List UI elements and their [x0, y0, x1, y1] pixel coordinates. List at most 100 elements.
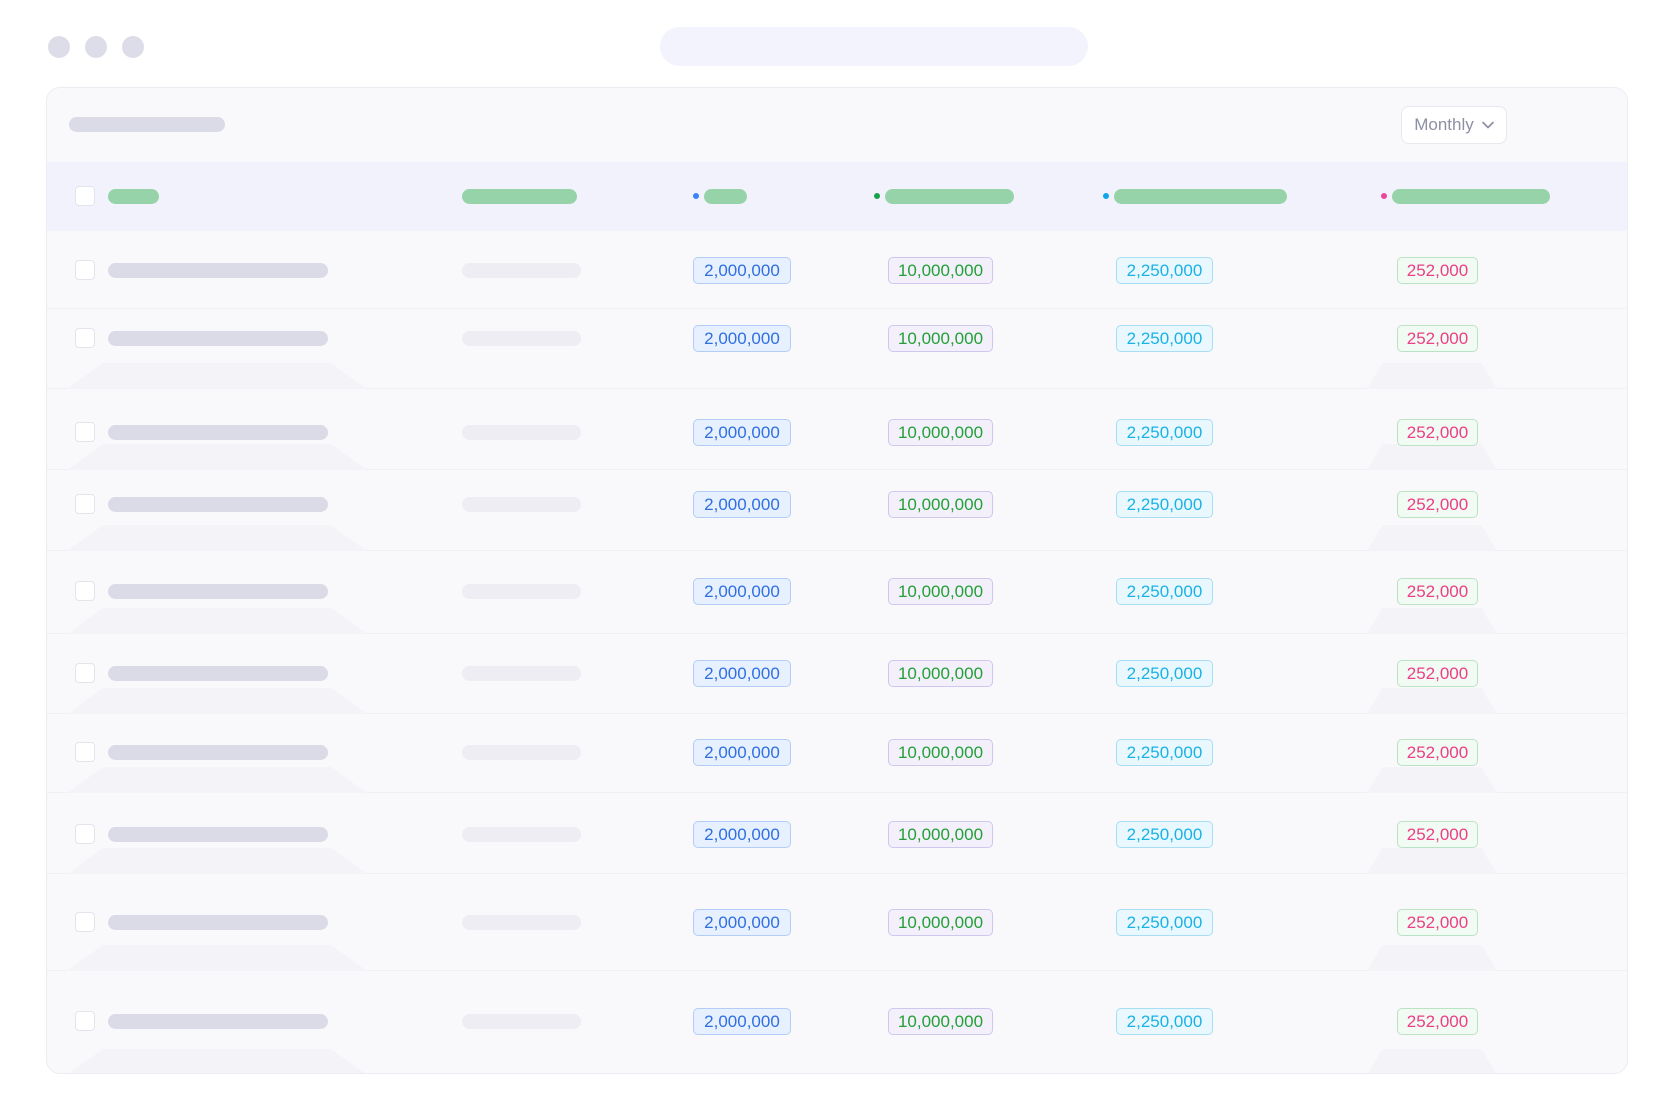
row-name-placeholder — [108, 497, 328, 512]
table-header — [47, 162, 1627, 231]
row-subtitle-placeholder — [462, 745, 581, 760]
row-shadow-decoration — [1367, 525, 1497, 551]
row-name-placeholder — [108, 331, 328, 346]
value-badge-2: 10,000,000 — [888, 821, 993, 848]
window-dot-minimize[interactable] — [85, 36, 107, 58]
value-badge-1: 2,000,000 — [693, 821, 791, 848]
value-badge-3: 2,250,000 — [1116, 909, 1213, 936]
value-badge-1: 2,000,000 — [693, 1008, 791, 1035]
table-row[interactable]: 2,000,000 10,000,000 2,250,000 252,000 — [47, 793, 1627, 874]
value-badge-3: 2,250,000 — [1116, 1008, 1213, 1035]
column-header-3[interactable] — [1114, 189, 1287, 204]
row-shadow-decoration — [67, 1049, 367, 1073]
value-badge-3: 2,250,000 — [1116, 660, 1213, 687]
column-header-4[interactable] — [1392, 189, 1550, 204]
chevron-down-icon — [1481, 121, 1494, 129]
row-checkbox[interactable] — [75, 260, 95, 280]
row-checkbox[interactable] — [75, 824, 95, 844]
value-badge-4: 252,000 — [1397, 821, 1478, 848]
select-all-checkbox[interactable] — [75, 186, 95, 206]
row-shadow-decoration — [1367, 1049, 1497, 1073]
value-badge-4: 252,000 — [1397, 739, 1478, 766]
value-badge-4: 252,000 — [1397, 578, 1478, 605]
value-badge-1: 2,000,000 — [693, 739, 791, 766]
row-shadow-decoration — [1367, 688, 1497, 714]
row-checkbox[interactable] — [75, 422, 95, 442]
table-row[interactable]: 2,000,000 10,000,000 2,250,000 252,000 — [47, 714, 1627, 793]
table-title-placeholder — [69, 117, 225, 132]
row-shadow-decoration — [67, 945, 367, 971]
column-header-2[interactable] — [885, 189, 1014, 204]
row-shadow-decoration — [1367, 444, 1497, 470]
value-badge-3: 2,250,000 — [1116, 419, 1213, 446]
table-row[interactable]: 2,000,000 10,000,000 2,250,000 252,000 — [47, 231, 1627, 309]
row-shadow-decoration — [1367, 767, 1497, 793]
table-row[interactable]: 2,000,000 10,000,000 2,250,000 252,000 — [47, 874, 1627, 971]
row-checkbox[interactable] — [75, 581, 95, 601]
value-badge-4: 252,000 — [1397, 257, 1478, 284]
row-checkbox[interactable] — [75, 742, 95, 762]
row-shadow-decoration — [1367, 945, 1497, 971]
row-subtitle-placeholder — [462, 666, 581, 681]
row-name-placeholder — [108, 827, 328, 842]
row-name-placeholder — [108, 666, 328, 681]
table-row[interactable]: 2,000,000 10,000,000 2,250,000 252,000 — [47, 309, 1627, 389]
column-dot-1 — [693, 193, 699, 199]
value-badge-3: 2,250,000 — [1116, 325, 1213, 352]
row-name-placeholder — [108, 745, 328, 760]
value-badge-4: 252,000 — [1397, 909, 1478, 936]
value-badge-1: 2,000,000 — [693, 578, 791, 605]
row-checkbox[interactable] — [75, 328, 95, 348]
row-checkbox[interactable] — [75, 912, 95, 932]
value-badge-2: 10,000,000 — [888, 578, 993, 605]
value-badge-4: 252,000 — [1397, 1008, 1478, 1035]
value-badge-2: 10,000,000 — [888, 325, 993, 352]
row-subtitle-placeholder — [462, 1014, 581, 1029]
row-name-placeholder — [108, 263, 328, 278]
row-subtitle-placeholder — [462, 331, 581, 346]
value-badge-2: 10,000,000 — [888, 257, 993, 284]
value-badge-2: 10,000,000 — [888, 419, 993, 446]
value-badge-2: 10,000,000 — [888, 1008, 993, 1035]
row-checkbox[interactable] — [75, 663, 95, 683]
value-badge-1: 2,000,000 — [693, 257, 791, 284]
row-subtitle-placeholder — [462, 827, 581, 842]
row-name-placeholder — [108, 584, 328, 599]
row-shadow-decoration — [67, 767, 367, 793]
row-checkbox[interactable] — [75, 1011, 95, 1031]
row-checkbox[interactable] — [75, 494, 95, 514]
window-dot-maximize[interactable] — [122, 36, 144, 58]
row-subtitle-placeholder — [462, 915, 581, 930]
column-header-1[interactable] — [704, 189, 747, 204]
value-badge-3: 2,250,000 — [1116, 821, 1213, 848]
row-subtitle-placeholder — [462, 584, 581, 599]
value-badge-2: 10,000,000 — [888, 660, 993, 687]
row-shadow-decoration — [67, 608, 367, 634]
value-badge-2: 10,000,000 — [888, 909, 993, 936]
column-header-name[interactable] — [108, 189, 159, 204]
table-row[interactable]: 2,000,000 10,000,000 2,250,000 252,000 — [47, 971, 1627, 1073]
column-header-subtitle[interactable] — [462, 189, 577, 204]
data-table-card: Monthly 2,000,000 10,000,000 2,250,000 252,… — [46, 87, 1628, 1074]
value-badge-4: 252,000 — [1397, 419, 1478, 446]
column-dot-4 — [1381, 193, 1387, 199]
table-row[interactable]: 2,000,000 10,000,000 2,250,000 252,000 — [47, 634, 1627, 714]
row-name-placeholder — [108, 915, 328, 930]
row-shadow-decoration — [67, 444, 367, 470]
value-badge-1: 2,000,000 — [693, 909, 791, 936]
address-bar[interactable] — [660, 27, 1088, 66]
value-badge-3: 2,250,000 — [1116, 257, 1213, 284]
row-shadow-decoration — [67, 525, 367, 551]
period-dropdown[interactable]: Monthly — [1401, 106, 1507, 144]
table-row[interactable]: 2,000,000 10,000,000 2,250,000 252,000 — [47, 389, 1627, 470]
value-badge-4: 252,000 — [1397, 491, 1478, 518]
value-badge-1: 2,000,000 — [693, 660, 791, 687]
value-badge-2: 10,000,000 — [888, 491, 993, 518]
row-shadow-decoration — [1367, 363, 1497, 389]
value-badge-3: 2,250,000 — [1116, 739, 1213, 766]
period-dropdown-label: Monthly — [1414, 115, 1474, 134]
window-dot-close[interactable] — [48, 36, 70, 58]
value-badge-2: 10,000,000 — [888, 739, 993, 766]
table-row[interactable]: 2,000,000 10,000,000 2,250,000 252,000 — [47, 551, 1627, 634]
table-row[interactable]: 2,000,000 10,000,000 2,250,000 252,000 — [47, 470, 1627, 551]
